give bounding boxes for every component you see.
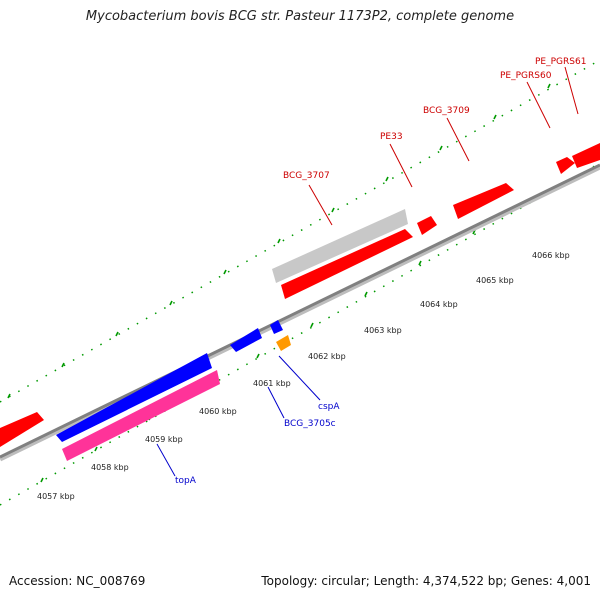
gene-label[interactable]: PE_PGRS61: [535, 57, 586, 67]
feature-cspA[interactable]: [270, 320, 283, 334]
gene-label[interactable]: PE_PGRS60: [500, 71, 552, 81]
tick-label: 4058 kbp: [91, 463, 129, 472]
feature-bcg-3707-pseudo[interactable]: [272, 209, 408, 283]
tick-label: 4065 kbp: [476, 276, 514, 285]
tick-label: 4057 kbp: [37, 492, 75, 501]
feature-topA[interactable]: [62, 370, 220, 461]
tick-label: 4059 kbp: [145, 435, 183, 444]
gene-labels: BCG_3707 PE33 BCG_3709 PE_PGRS60 PE_PGRS…: [175, 57, 586, 486]
gene-label[interactable]: PE33: [380, 132, 403, 142]
feature-pe33[interactable]: [417, 216, 437, 235]
ruler-labels: 4057 kbp 4058 kbp 4059 kbp 4060 kbp 4061…: [37, 251, 570, 501]
gene-label[interactable]: BCG_3705c: [284, 419, 336, 429]
tick-label: 4060 kbp: [199, 407, 237, 416]
label-connectors: [156, 66, 579, 477]
feature-large-blue[interactable]: [56, 353, 212, 442]
outer-ruler-dots: [0, 59, 600, 403]
inner-ruler-dots: [0, 162, 600, 506]
tick-label: 4066 kbp: [532, 251, 570, 260]
feature-bcg-3709[interactable]: [453, 183, 514, 219]
feature-bcg-3705c[interactable]: [230, 328, 262, 352]
tick-label: 4062 kbp: [308, 352, 346, 361]
tick-label: 4064 kbp: [420, 300, 458, 309]
tick-label: 4063 kbp: [364, 326, 402, 335]
map-title: Mycobacterium bovis BCG str. Pasteur 117…: [85, 9, 515, 24]
gene-label[interactable]: topA: [175, 476, 197, 486]
genome-backbone: [0, 163, 600, 459]
feature-pe-pgrs60[interactable]: [556, 157, 575, 174]
feature-left-red[interactable]: [0, 412, 44, 447]
genome-summary-text: Topology: circular; Length: 4,374,522 bp…: [261, 574, 591, 588]
tick-label: 4061 kbp: [253, 379, 291, 388]
gene-label[interactable]: cspA: [318, 402, 340, 412]
accession-text: Accession: NC_008769: [9, 574, 146, 588]
gene-label[interactable]: BCG_3709: [423, 106, 470, 116]
gene-label[interactable]: BCG_3707: [283, 171, 330, 181]
feature-pe-pgrs61[interactable]: [572, 143, 600, 168]
feature-bcg-3707[interactable]: [281, 229, 413, 299]
genome-backbone-shadow: [0, 164, 600, 462]
feature-rna[interactable]: [276, 335, 291, 351]
